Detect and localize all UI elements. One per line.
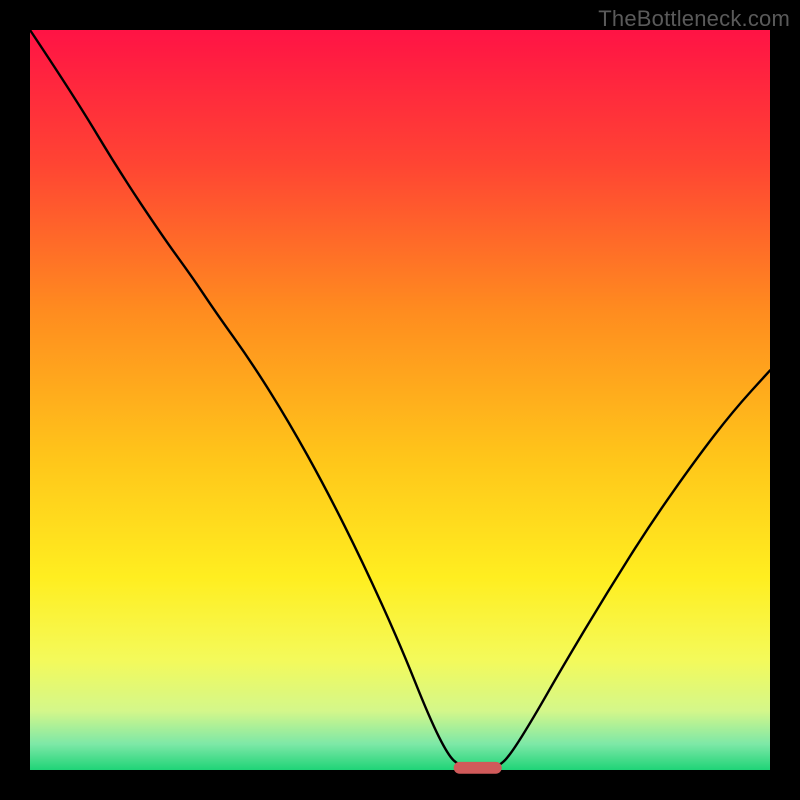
optimal-marker <box>454 762 502 774</box>
plot-background <box>30 30 770 770</box>
watermark-label: TheBottleneck.com <box>598 6 790 32</box>
chart-stage: TheBottleneck.com <box>0 0 800 800</box>
bottleneck-chart <box>0 0 800 800</box>
